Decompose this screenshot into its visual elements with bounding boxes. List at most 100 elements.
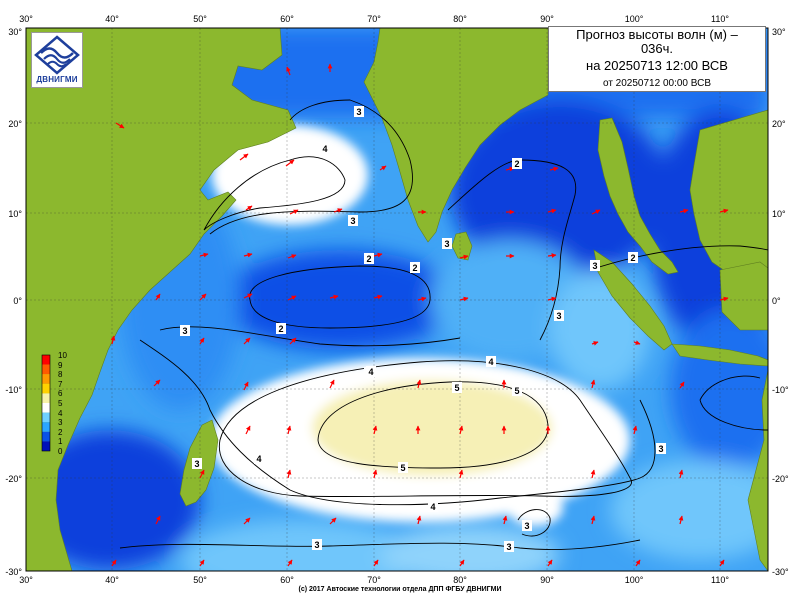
legend-label: 5 <box>58 399 63 408</box>
contour-label: 2 <box>628 252 638 263</box>
southeast-asia-land <box>597 109 768 291</box>
contour-label: 5 <box>512 385 522 396</box>
direction-arrow <box>373 294 383 300</box>
lon-tick-label: 40° <box>105 14 119 24</box>
direction-arrows <box>110 63 729 567</box>
lon-tick-label: 50° <box>193 575 207 585</box>
map-frame <box>25 27 769 572</box>
legend-label: 8 <box>58 370 63 379</box>
lat-tick-label: -10° <box>5 385 22 395</box>
legend-swatch-4 <box>42 403 50 413</box>
direction-arrow <box>372 469 378 479</box>
direction-arrow <box>285 159 295 167</box>
contour-label: 2 <box>410 262 420 273</box>
legend-swatch-7 <box>42 374 50 384</box>
svg-text:3: 3 <box>350 216 355 226</box>
legend-swatch-8 <box>42 364 50 375</box>
legend-label: 9 <box>58 361 63 370</box>
contour-label: 3 <box>442 238 452 249</box>
lat-tick-label: 0° <box>772 296 781 306</box>
direction-arrow <box>459 254 469 260</box>
direction-arrow <box>591 209 601 215</box>
contour-labels: 3 4 2 3 3 2 2 3 4 5 5 5 4 4 4 4 3 3 3 3 … <box>180 106 666 552</box>
contour-label: 3 <box>312 539 322 550</box>
contour-line <box>119 539 641 551</box>
direction-arrow <box>458 425 464 435</box>
map-area: 3 4 2 3 3 2 2 3 4 5 5 5 4 4 4 4 3 3 3 3 … <box>26 28 768 571</box>
contour-label: 4 <box>366 366 376 377</box>
direction-arrow <box>549 166 559 172</box>
contour-line <box>218 360 632 498</box>
contour-label: 4 <box>428 501 438 512</box>
direction-arrow <box>239 153 249 161</box>
legend-swatch-0 <box>42 441 50 451</box>
forecast-title-box: Прогноз высоты волн (м) – 036ч. на 20250… <box>548 26 766 92</box>
legend-label: 6 <box>58 389 63 398</box>
color-legend: 10 9 8 7 6 5 4 3 2 1 0 <box>41 351 67 456</box>
lon-tick-label: 80° <box>453 575 467 585</box>
contour-line <box>589 245 768 271</box>
contour-line <box>249 265 431 329</box>
forecast-valid-time: на 20250713 12:00 ВСВ <box>586 58 728 73</box>
lon-tick-label: 80° <box>453 14 467 24</box>
direction-arrow <box>329 379 335 389</box>
lat-tick-label: -20° <box>772 474 789 484</box>
lat-tick-label: -20° <box>5 474 22 484</box>
direction-arrow <box>155 293 161 301</box>
contour-label: 4 <box>320 143 330 154</box>
forecast-base-time: от 20250712 00:00 ВСВ <box>602 78 711 89</box>
lat-tick-label: 20° <box>772 119 786 129</box>
contour-lines <box>119 99 768 551</box>
lat-tick-label: 0° <box>13 296 22 306</box>
australia-land <box>747 369 768 571</box>
legend-swatch-1 <box>42 431 50 442</box>
direction-arrow <box>458 469 464 479</box>
africa-arabia-land <box>26 28 297 571</box>
svg-text:4: 4 <box>256 454 261 464</box>
direction-arrow <box>199 252 209 258</box>
svg-text:3: 3 <box>658 444 663 454</box>
direction-arrow <box>245 425 251 435</box>
direction-arrow <box>635 559 641 567</box>
direction-arrow <box>287 254 297 259</box>
lat-tick-label: 20° <box>8 119 22 129</box>
svg-text:3: 3 <box>182 326 187 336</box>
direction-arrow <box>591 341 599 346</box>
lon-tick-label: 110° <box>711 14 729 24</box>
right-axis: 30° 20° 10° 0° -10° -20° -30° <box>772 27 789 577</box>
direction-arrow <box>286 66 291 76</box>
svg-text:4: 4 <box>322 144 327 154</box>
direction-arrow <box>243 381 249 391</box>
svg-text:4: 4 <box>488 357 493 367</box>
contour-label: 3 <box>192 458 202 469</box>
direction-arrow <box>679 208 689 214</box>
left-axis: 30° 20° 10° 0° -10° -20° -30° <box>5 27 22 577</box>
contour-label: 3 <box>656 443 666 454</box>
direction-arrow <box>373 559 379 567</box>
contour-label: 3 <box>504 541 514 552</box>
svg-text:3: 3 <box>444 239 449 249</box>
contour-label: 2 <box>512 158 522 169</box>
contour-line <box>699 375 768 431</box>
contour-label: 3 <box>354 106 364 117</box>
direction-arrow <box>243 517 251 525</box>
lon-tick-label: 110° <box>711 575 729 585</box>
lon-tick-label: 100° <box>625 14 644 24</box>
lat-tick-label: -10° <box>772 385 789 395</box>
footer-credit: (c) 2017 Автоские технологии отдела ДПП … <box>298 586 502 593</box>
lat-tick-label: 10° <box>8 209 22 219</box>
direction-arrow <box>286 469 292 479</box>
lon-tick-label: 90° <box>540 14 554 24</box>
direction-arrow <box>287 559 293 567</box>
direction-arrow <box>590 515 596 525</box>
bottom-axis: 30° 40° 50° 60° 70° 80° 90° 100° 110° <box>19 575 729 585</box>
contour-label: 3 <box>522 520 532 531</box>
logo-text: ДВНИГМИ <box>36 75 78 84</box>
direction-arrow <box>678 469 684 479</box>
svg-text:3: 3 <box>356 107 361 117</box>
svg-text:5: 5 <box>400 463 405 473</box>
contour-label: 3 <box>590 260 600 271</box>
svg-text:3: 3 <box>506 542 511 552</box>
legend-label: 7 <box>58 380 63 389</box>
direction-arrow <box>289 337 297 345</box>
